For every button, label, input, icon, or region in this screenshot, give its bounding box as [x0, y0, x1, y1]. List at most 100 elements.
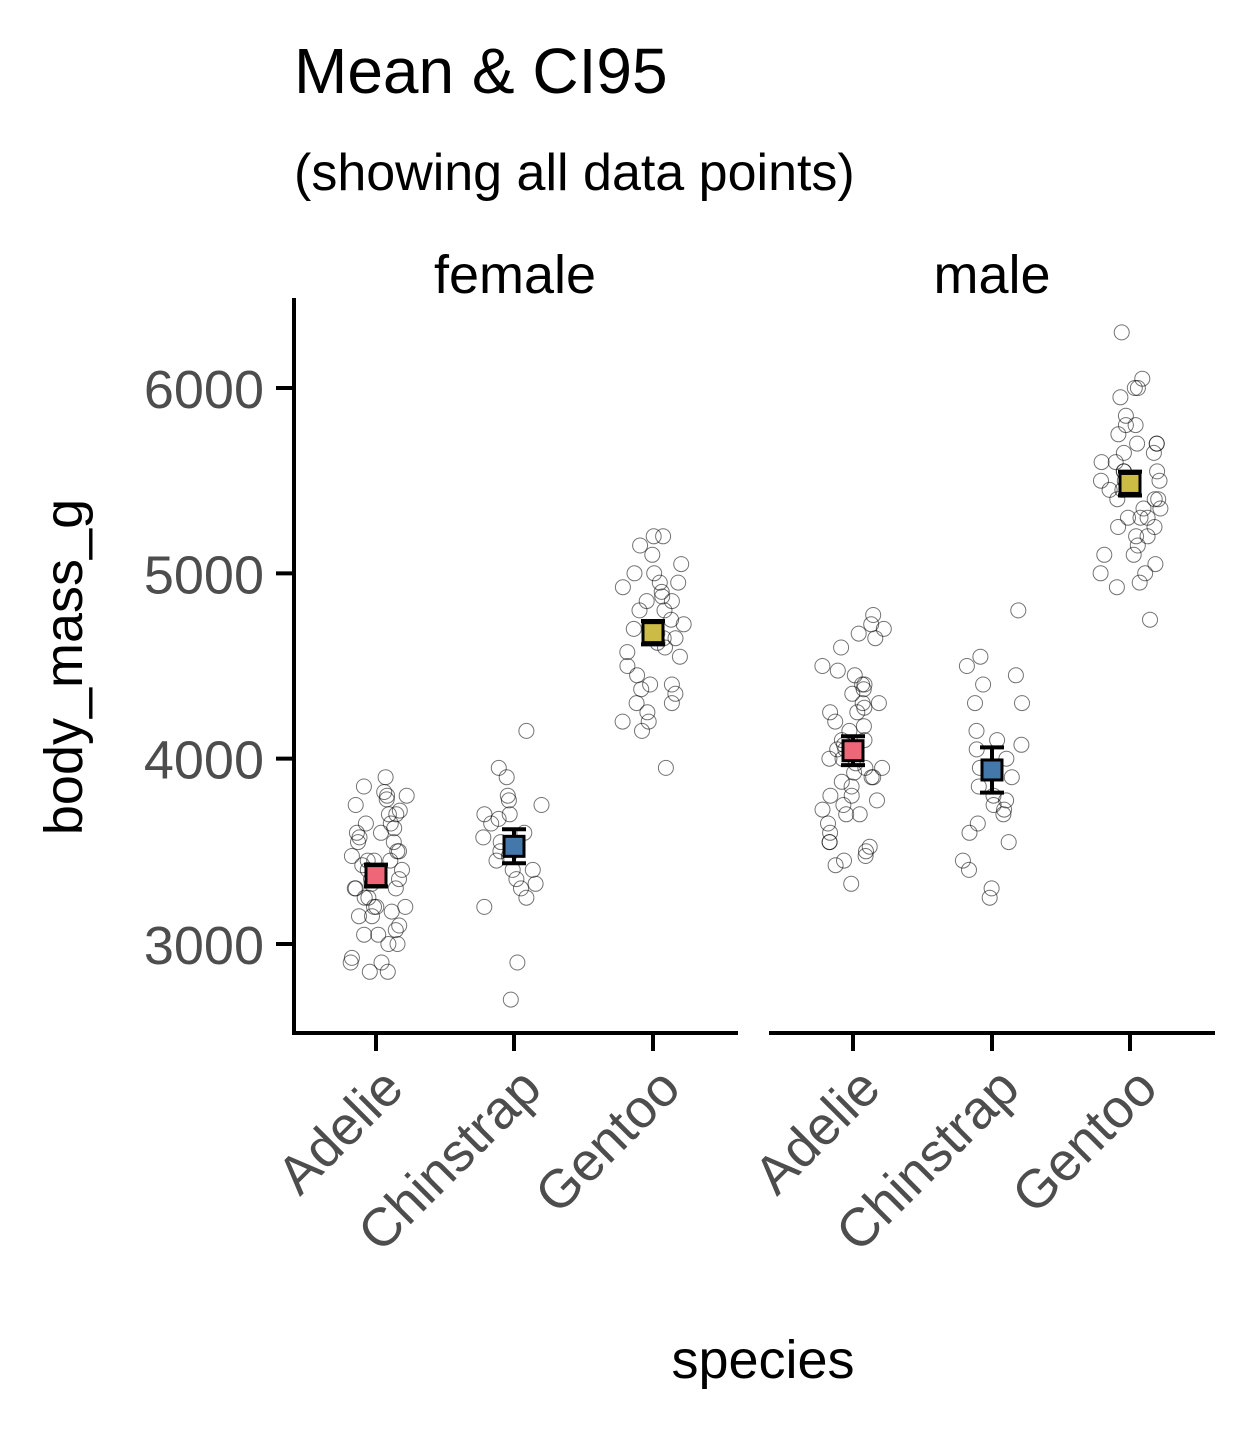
data-point — [356, 926, 373, 943]
data-point — [867, 630, 884, 647]
data-point — [671, 648, 688, 665]
data-point — [388, 806, 405, 823]
data-point — [376, 784, 393, 800]
data-point — [380, 936, 397, 952]
data-point — [1127, 417, 1144, 434]
data-point — [1128, 528, 1145, 545]
y-tick-label-6000: 6000 — [144, 360, 264, 420]
data-point — [822, 704, 839, 721]
data-point — [821, 834, 838, 851]
data-point — [1147, 556, 1164, 573]
data-point — [822, 787, 839, 804]
chart-subtitle: (showing all data points) — [294, 144, 855, 202]
data-point — [1108, 579, 1125, 596]
data-point — [646, 565, 663, 582]
data-point — [1126, 380, 1143, 396]
data-point — [498, 769, 515, 786]
data-point — [355, 778, 372, 795]
data-point — [350, 834, 366, 851]
data-point — [642, 676, 659, 693]
data-point — [844, 685, 861, 702]
data-point — [373, 954, 390, 971]
data-point — [858, 843, 874, 860]
data-point — [673, 556, 690, 573]
data-point — [958, 658, 975, 674]
data-point — [667, 685, 684, 702]
data-point — [822, 824, 839, 841]
data-point — [1115, 444, 1132, 461]
data-point — [513, 880, 529, 897]
data-point — [663, 593, 680, 610]
data-point — [969, 815, 986, 832]
data-point — [633, 681, 650, 698]
data-point — [1142, 611, 1158, 628]
panel-male — [814, 324, 1169, 906]
data-point — [476, 898, 493, 915]
data-point — [351, 829, 368, 846]
data-point — [1093, 454, 1110, 471]
data-point — [1109, 491, 1126, 508]
mean-marker-female-chinstrap — [502, 834, 526, 858]
data-point — [961, 861, 977, 878]
data-point — [975, 676, 992, 693]
y-tick-label-5000: 5000 — [144, 545, 264, 605]
panel-female — [342, 528, 692, 1008]
data-point — [954, 852, 971, 869]
data-point — [1125, 546, 1142, 563]
mean-marker-female-adelie — [364, 864, 388, 888]
data-point — [347, 880, 364, 897]
data-point — [475, 829, 492, 846]
data-point — [855, 718, 872, 735]
data-point — [968, 741, 985, 758]
data-point — [488, 852, 505, 869]
data-point — [843, 787, 860, 804]
data-point — [628, 695, 645, 712]
data-point — [1149, 463, 1166, 480]
data-point — [351, 908, 367, 925]
data-point — [1010, 602, 1027, 619]
data-point — [391, 802, 408, 819]
data-point — [533, 797, 550, 813]
data-point — [667, 630, 684, 647]
data-point — [657, 639, 673, 656]
data-point — [850, 625, 867, 642]
data-point — [366, 898, 382, 915]
y-axis: 3000 4000 5000 6000 — [144, 298, 296, 1035]
data-point — [1013, 736, 1030, 753]
data-point — [1092, 565, 1109, 582]
chart-title: Mean & CI95 — [294, 35, 668, 107]
data-point — [483, 815, 500, 832]
data-point — [639, 704, 656, 721]
data-point — [508, 871, 525, 888]
data-point — [518, 889, 535, 906]
data-point — [1135, 500, 1152, 517]
data-point — [1139, 528, 1156, 545]
data-point — [640, 713, 657, 730]
data-point — [360, 889, 377, 906]
data-point — [1003, 769, 1020, 786]
data-point — [1093, 472, 1109, 489]
data-point — [518, 722, 535, 739]
data-point — [846, 667, 863, 684]
data-point — [998, 792, 1015, 809]
data-point — [382, 815, 399, 832]
data-point — [655, 528, 672, 545]
data-point — [1129, 537, 1146, 554]
data-point — [995, 806, 1012, 823]
data-point — [1014, 695, 1030, 712]
data-point — [645, 528, 662, 545]
data-point — [524, 861, 541, 878]
data-point — [1132, 509, 1149, 526]
data-point — [1150, 491, 1167, 508]
y-axis-title: body_mass_g — [34, 499, 94, 835]
data-point — [509, 954, 526, 971]
data-point — [632, 537, 649, 554]
data-point — [361, 963, 378, 980]
data-point — [654, 588, 671, 605]
data-point — [364, 908, 380, 925]
data-point — [614, 579, 631, 596]
data-point — [1000, 834, 1017, 851]
data-point — [644, 546, 661, 563]
x-tick-label-male-gentoo: Gentoo — [1001, 1057, 1169, 1225]
data-point — [379, 963, 396, 980]
